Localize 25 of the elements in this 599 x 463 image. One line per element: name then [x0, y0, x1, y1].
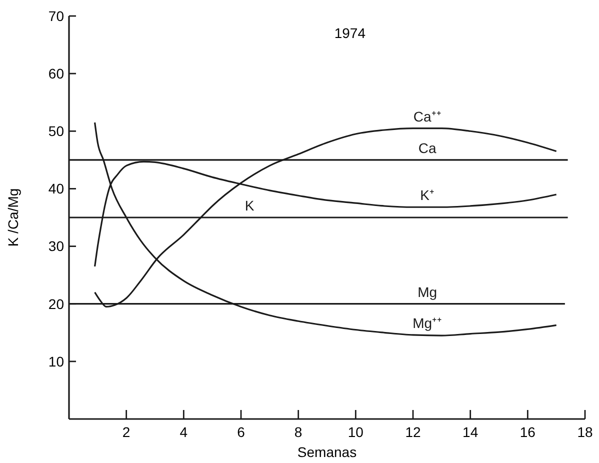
x-tick-label: 10 — [348, 424, 364, 440]
series-label: K — [244, 198, 255, 214]
x-tick-label: 4 — [180, 424, 188, 440]
x-tick-label: 6 — [237, 424, 246, 440]
series-label: Mg⁺⁺ — [412, 314, 442, 331]
series-label: Ca⁺⁺ — [413, 108, 442, 124]
y-tick-label: 10 — [48, 353, 64, 370]
y-tick-label: 60 — [48, 65, 64, 82]
y-tick-label: 30 — [48, 238, 64, 254]
x-tick-label: 16 — [520, 424, 536, 440]
x-tick-label: 18 — [577, 424, 593, 440]
series-label: Ca — [418, 140, 436, 156]
x-tick-label: 12 — [405, 424, 421, 440]
y-tick-label: 50 — [48, 123, 64, 140]
x-tick-label: 14 — [462, 424, 478, 440]
text: 1974 — [334, 25, 366, 41]
y-axis-title: K /Ca/Mg — [5, 188, 21, 247]
x-tick-label: 2 — [122, 424, 130, 440]
series-label: K⁺ — [420, 187, 435, 204]
y-tick-label: 20 — [48, 296, 64, 312]
x-axis-title: Semanas — [297, 444, 357, 460]
x-tick-label: 8 — [294, 424, 302, 440]
y-tick-label: 40 — [48, 180, 64, 197]
series-label: Mg — [418, 284, 438, 300]
y-tick-label: 70 — [48, 8, 64, 24]
